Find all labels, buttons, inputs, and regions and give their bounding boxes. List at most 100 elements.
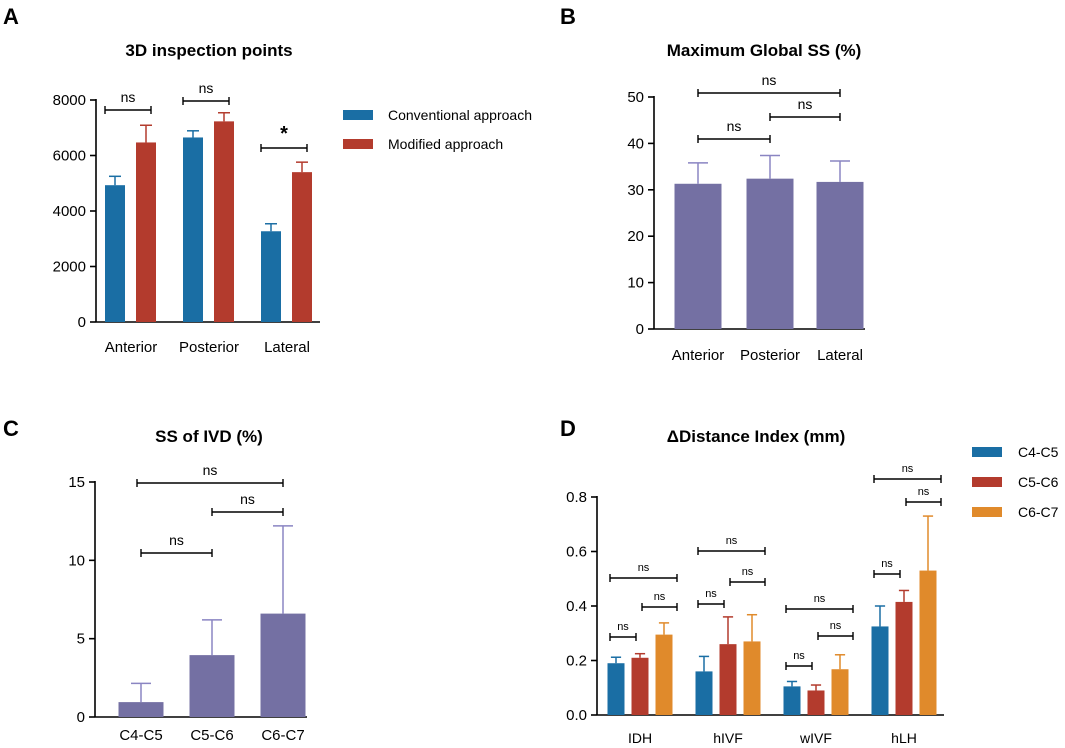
- chart-a-sig-label: *: [280, 123, 288, 145]
- chart-a-conventional-approach-bar: [261, 231, 281, 322]
- chart-a-y-tick-label: 6000: [53, 148, 86, 165]
- chart-b-y-tick-label: 30: [627, 182, 644, 199]
- chart-d-sig-label: ns: [918, 486, 930, 498]
- chart-d-y-tick-label: 0.6: [566, 544, 587, 561]
- chart-d-sig-label: ns: [726, 535, 738, 547]
- chart-d-sig-label: ns: [881, 558, 893, 570]
- chart-a-x-tick-label: Anterior: [105, 339, 158, 356]
- chart-b-x-tick-label: Lateral: [817, 347, 863, 364]
- chart-d-c4-c5-bar: [783, 686, 801, 715]
- chart-c-y-tick-label: 10: [68, 552, 85, 569]
- chart-d-sig-label: ns: [638, 562, 650, 574]
- chart-c-x-tick-label: C4-C5: [119, 727, 162, 744]
- chart-d-c4-c5-bar: [871, 626, 889, 715]
- panel-letter-d: D: [560, 416, 576, 441]
- chart-d-c5-c6-bar: [895, 601, 913, 715]
- chart-d-sig-label: ns: [742, 566, 754, 578]
- chart-d-c5-c6-bar: [719, 644, 737, 715]
- chart-a-modified-approach-bar: [136, 142, 156, 322]
- chart-d-c4-c5-bar: [695, 671, 713, 715]
- chart-a-legend-label-conventional-approach: Conventional approach: [388, 107, 532, 123]
- chart-a-sig-label: ns: [121, 89, 136, 105]
- chart-a-modified-approach-bar: [292, 172, 312, 322]
- chart-b-x-tick-label: Anterior: [672, 347, 725, 364]
- chart-b-sig-label: ns: [798, 96, 813, 112]
- chart-d-sig-label: ns: [617, 621, 629, 633]
- chart-d-sig-label: ns: [654, 591, 666, 603]
- chart-c-sig-label: ns: [169, 532, 184, 548]
- chart-d-legend-swatch-c5-c6: [972, 477, 1002, 487]
- chart-d-c6-c7-bar: [831, 669, 849, 715]
- chart-b-posterior-bar: [746, 178, 794, 329]
- chart-d-y-tick-label: 0.4: [566, 598, 587, 615]
- chart-b-title: Maximum Global SS (%): [667, 41, 862, 60]
- chart-b: 0 10 20 30 40 50 Anterior Posterior Lateral ns ns n…: [627, 72, 865, 364]
- chart-d-c6-c7-bar: [743, 641, 761, 715]
- chart-b-sig-label: ns: [762, 72, 777, 88]
- chart-a-y-tick-label: 4000: [53, 203, 86, 220]
- chart-b-y-tick-label: 40: [627, 135, 644, 152]
- chart-d-y-tick-label: 0.8: [566, 489, 587, 506]
- chart-a-x-tick-label: Lateral: [264, 339, 310, 356]
- chart-a-y-tick-label: 2000: [53, 259, 86, 276]
- chart-d-title: ΔDistance Index (mm): [667, 427, 845, 446]
- chart-a-sig-label: ns: [199, 80, 214, 96]
- chart-d-x-tick-label: wIVF: [799, 730, 832, 746]
- chart-d-c4-c5-bar: [607, 663, 625, 715]
- chart-d: 0.00.20.40.60.8IDHnsnsnshIVFnsnsnswIVFns…: [566, 444, 1059, 746]
- chart-a-modified-approach-bar: [214, 121, 234, 323]
- chart-d-c5-c6-bar: [807, 690, 825, 715]
- chart-c-title: SS of IVD (%): [155, 427, 263, 446]
- chart-c-c4-c5-bar: [118, 702, 164, 717]
- chart-a-legend-label-modified-approach: Modified approach: [388, 136, 503, 152]
- chart-d-c5-c6-bar: [631, 657, 649, 715]
- chart-c-y-tick-label: 15: [68, 474, 85, 491]
- chart-b-x-tick-label: Posterior: [740, 347, 800, 364]
- chart-d-c6-c7-bar: [655, 634, 673, 715]
- chart-d-legend-swatch-c4-c5: [972, 447, 1002, 457]
- chart-d-sig-label: ns: [830, 620, 842, 632]
- chart-d-sig-label: ns: [902, 463, 914, 475]
- chart-c-c5-c6-bar: [189, 655, 235, 717]
- chart-d-c6-c7-bar: [919, 570, 937, 715]
- panel-letter-a: A: [3, 4, 19, 29]
- chart-b-anterior-bar: [674, 183, 722, 329]
- chart-d-y-tick-label: 0.0: [566, 707, 587, 724]
- chart-a-y-tick-label: 0: [78, 314, 86, 331]
- chart-a-conventional-approach-bar: [105, 185, 125, 322]
- chart-d-sig-label: ns: [793, 650, 805, 662]
- chart-d-legend-label-c4-c5: C4-C5: [1018, 444, 1059, 460]
- panel-letter-c: C: [3, 416, 19, 441]
- chart-b-y-tick-label: 0: [636, 321, 644, 338]
- chart-d-sig-label: ns: [705, 588, 717, 600]
- chart-d-legend-swatch-c6-c7: [972, 507, 1002, 517]
- chart-b-y-tick-label: 20: [627, 228, 644, 245]
- chart-b-sig-label: ns: [727, 118, 742, 134]
- chart-b-lateral-bar: [816, 181, 864, 329]
- chart-c-x-tick-label: C5-C6: [190, 727, 233, 744]
- chart-a-y-tick-label: 8000: [53, 92, 86, 109]
- panel-letter-b: B: [560, 4, 576, 29]
- chart-c-sig-label: ns: [203, 462, 218, 478]
- chart-a-x-tick-label: Posterior: [179, 339, 239, 356]
- chart-c-sig-label: ns: [240, 491, 255, 507]
- chart-c: 0 5 10 15 C4-C5 C5-C6 C6-C7 ns ns ns: [68, 462, 307, 744]
- chart-a: 0 2000 4000 6000 8000 Anterior ns Posterior ns La…: [53, 80, 532, 356]
- chart-c-y-tick-label: 0: [77, 709, 85, 726]
- chart-a-legend-swatch-modified-approach: [343, 139, 373, 149]
- chart-a-legend-swatch-conventional-approach: [343, 110, 373, 120]
- chart-d-legend-label-c5-c6: C5-C6: [1018, 474, 1059, 490]
- chart-b-y-tick-label: 10: [627, 275, 644, 292]
- chart-c-x-tick-label: C6-C7: [261, 727, 304, 744]
- chart-c-y-tick-label: 5: [77, 631, 85, 648]
- chart-a-title: 3D inspection points: [125, 41, 292, 60]
- chart-c-c6-c7-bar: [260, 613, 306, 717]
- chart-a-conventional-approach-bar: [183, 137, 203, 322]
- chart-d-x-tick-label: IDH: [628, 730, 652, 746]
- chart-d-y-tick-label: 0.2: [566, 653, 587, 670]
- chart-d-x-tick-label: hIVF: [713, 730, 743, 746]
- chart-d-x-tick-label: hLH: [891, 730, 917, 746]
- chart-d-legend-label-c6-c7: C6-C7: [1018, 504, 1059, 520]
- chart-b-y-tick-label: 50: [627, 89, 644, 106]
